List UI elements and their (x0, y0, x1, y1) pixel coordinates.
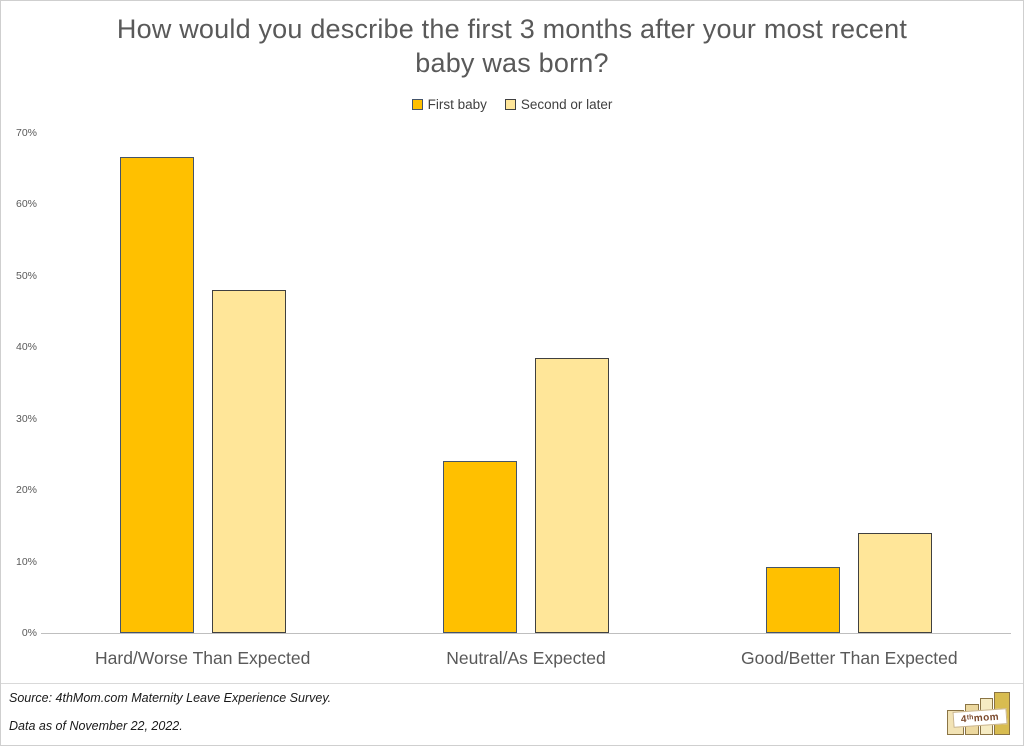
data-as-of-text: Data as of November 22, 2022. (9, 719, 183, 733)
x-axis-category-label: Neutral/As Expected (446, 648, 606, 668)
legend-item: Second or later (504, 97, 613, 112)
bar-second-or-later (858, 533, 933, 633)
x-axis-category-label: Good/Better Than Expected (741, 648, 958, 668)
source-text: Source: 4thMom.com Maternity Leave Exper… (9, 691, 332, 705)
bar-first-baby (443, 461, 517, 633)
y-axis-tick-label: 60% (15, 198, 37, 211)
y-axis-tick-label: 20% (15, 484, 37, 497)
legend: First baby Second or later (1, 97, 1023, 112)
bar-second-or-later (211, 290, 286, 633)
bar-second-or-later (535, 358, 609, 633)
y-axis-tick-label: 10% (15, 555, 37, 568)
x-axis-category-label: Hard/Worse Than Expected (95, 648, 311, 668)
logo-4thmom: 4ᵗʰmom (944, 690, 1016, 738)
bar-first-baby (119, 157, 194, 633)
x-axis-line (41, 633, 1011, 634)
legend-swatch-icon (504, 99, 516, 110)
y-axis-tick-label: 30% (15, 412, 37, 425)
legend-label: First baby (427, 97, 487, 112)
footer-divider (1, 683, 1023, 684)
y-axis-tick-label: 70% (15, 127, 37, 139)
y-axis-tick-label: 0% (21, 627, 37, 639)
legend-label: Second or later (520, 97, 613, 112)
legend-swatch-icon (411, 99, 423, 110)
legend-item: First baby (411, 97, 487, 112)
y-axis-tick-label: 40% (15, 341, 37, 354)
chart-title: How would you describe the first 3 month… (116, 14, 908, 78)
bar-first-baby (766, 567, 841, 633)
y-axis-tick-label: 50% (15, 269, 37, 282)
